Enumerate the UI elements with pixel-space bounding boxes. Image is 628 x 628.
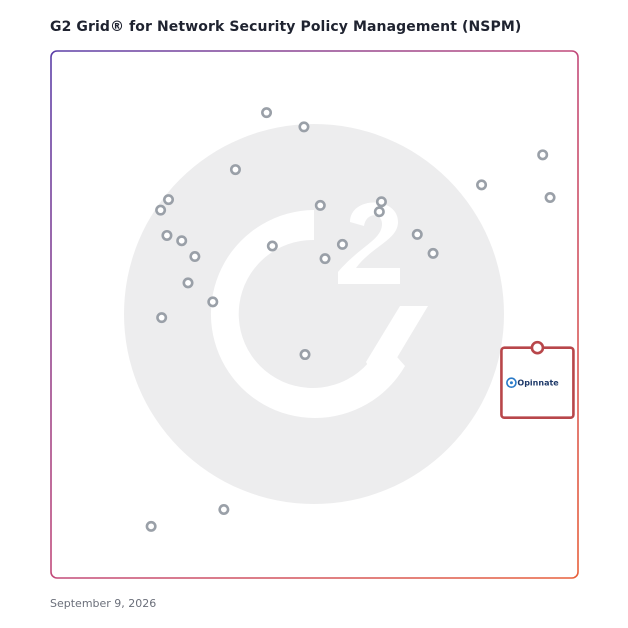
opinnate-logo-icon [506,377,517,389]
data-point-17[interactable] [189,251,201,263]
data-point-8[interactable] [314,199,326,211]
data-point-7[interactable] [163,194,175,206]
data-point-1[interactable] [261,107,273,119]
chart-title: G2 Grid® for Network Security Policy Man… [50,19,522,35]
data-point-20[interactable] [182,277,194,289]
data-point-10[interactable] [155,204,167,216]
data-point-4[interactable] [229,164,241,176]
data-point-22[interactable] [156,312,168,324]
data-point-6[interactable] [544,192,556,204]
data-point-15[interactable] [266,240,278,252]
data-point-25[interactable] [145,520,157,532]
report-date: September 9, 2026 [50,597,157,610]
data-point-24[interactable] [218,503,230,515]
data-point-2[interactable] [298,121,310,133]
data-point-16[interactable] [336,238,348,250]
data-point-9[interactable] [375,196,387,208]
data-point-11[interactable] [373,206,385,218]
data-point-14[interactable] [176,235,188,247]
data-points [145,107,556,532]
data-point-3[interactable] [537,149,549,161]
data-point-18[interactable] [427,247,439,259]
data-point-19[interactable] [319,253,331,265]
data-point-13[interactable] [161,229,173,241]
data-point-21[interactable] [207,296,219,308]
data-point-12[interactable] [411,228,423,240]
highlight-vendor-name: Opinnate [517,379,559,388]
data-point-5[interactable] [476,179,488,191]
highlight-point[interactable] [530,340,545,355]
data-point-23[interactable] [299,349,311,361]
highlighted-vendor[interactable]: Opinnate [500,340,575,420]
